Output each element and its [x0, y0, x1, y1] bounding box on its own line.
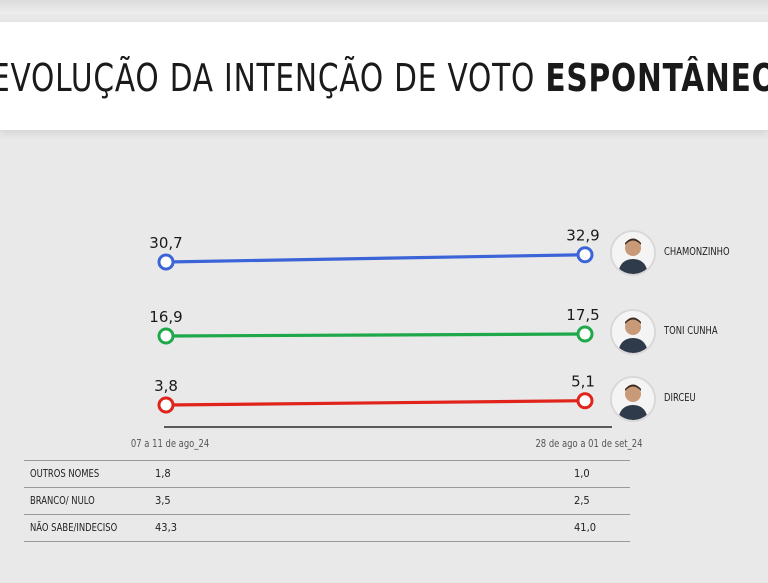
row-value-period-2: 41,0: [574, 521, 597, 534]
row-value-period-1: 43,3: [155, 521, 178, 534]
data-point: [576, 392, 594, 410]
data-point: [157, 327, 175, 345]
candidate-avatar-icon: [610, 309, 656, 356]
title-band: EVOLUÇÃO DA INTENÇÃO DE VOTO ESPONTÂNEO: [0, 22, 768, 130]
data-point: [157, 253, 175, 271]
series-line: [165, 253, 586, 264]
period-label-1: 07 a 11 de ago_24: [130, 437, 210, 450]
table-row: NÃO SABE/INDECISO 43,3 41,0: [24, 514, 630, 542]
data-label: 17,5: [566, 306, 599, 324]
data-label: 30,7: [149, 234, 182, 252]
candidate-name: TONI CUNHA: [664, 324, 718, 338]
candidate-name: CHAMONZINHO: [664, 244, 730, 258]
row-label: BRANCO/ NULO: [30, 494, 95, 507]
table-row: OUTROS NOMES 1,8 1,0: [24, 460, 630, 487]
data-point: [576, 246, 594, 264]
data-point: [576, 325, 594, 343]
data-label: 32,9: [566, 227, 599, 245]
series-line: [165, 332, 586, 338]
table-row: BRANCO/ NULO 3,5 2,5: [24, 487, 630, 514]
data-point: [157, 396, 175, 414]
data-label: 3,8: [154, 377, 178, 395]
row-value-period-1: 1,8: [155, 467, 171, 480]
row-value-period-2: 1,0: [574, 467, 590, 480]
row-label: NÃO SABE/INDECISO: [30, 521, 118, 534]
period-label-2: 28 de ago a 01 de set_24: [535, 437, 643, 450]
chart-title: EVOLUÇÃO DA INTENÇÃO DE VOTO ESPONTÂNEO: [0, 56, 768, 100]
candidate-name: DIRCEU: [664, 390, 696, 404]
top-strip: [0, 0, 768, 14]
title-normal: EVOLUÇÃO DA INTENÇÃO DE VOTO: [0, 56, 535, 100]
title-bold: ESPONTÂNEO: [545, 56, 768, 100]
row-label: OUTROS NOMES: [30, 467, 100, 480]
data-label: 16,9: [149, 308, 182, 326]
series-line: [165, 399, 586, 407]
row-value-period-1: 3,5: [155, 494, 171, 507]
others-table: OUTROS NOMES 1,8 1,0 BRANCO/ NULO 3,5 2,…: [24, 460, 630, 542]
row-value-period-2: 2,5: [574, 494, 590, 507]
data-label: 5,1: [571, 373, 595, 391]
candidate-avatar-icon: [610, 375, 656, 422]
candidate-avatar-icon: [610, 229, 656, 276]
